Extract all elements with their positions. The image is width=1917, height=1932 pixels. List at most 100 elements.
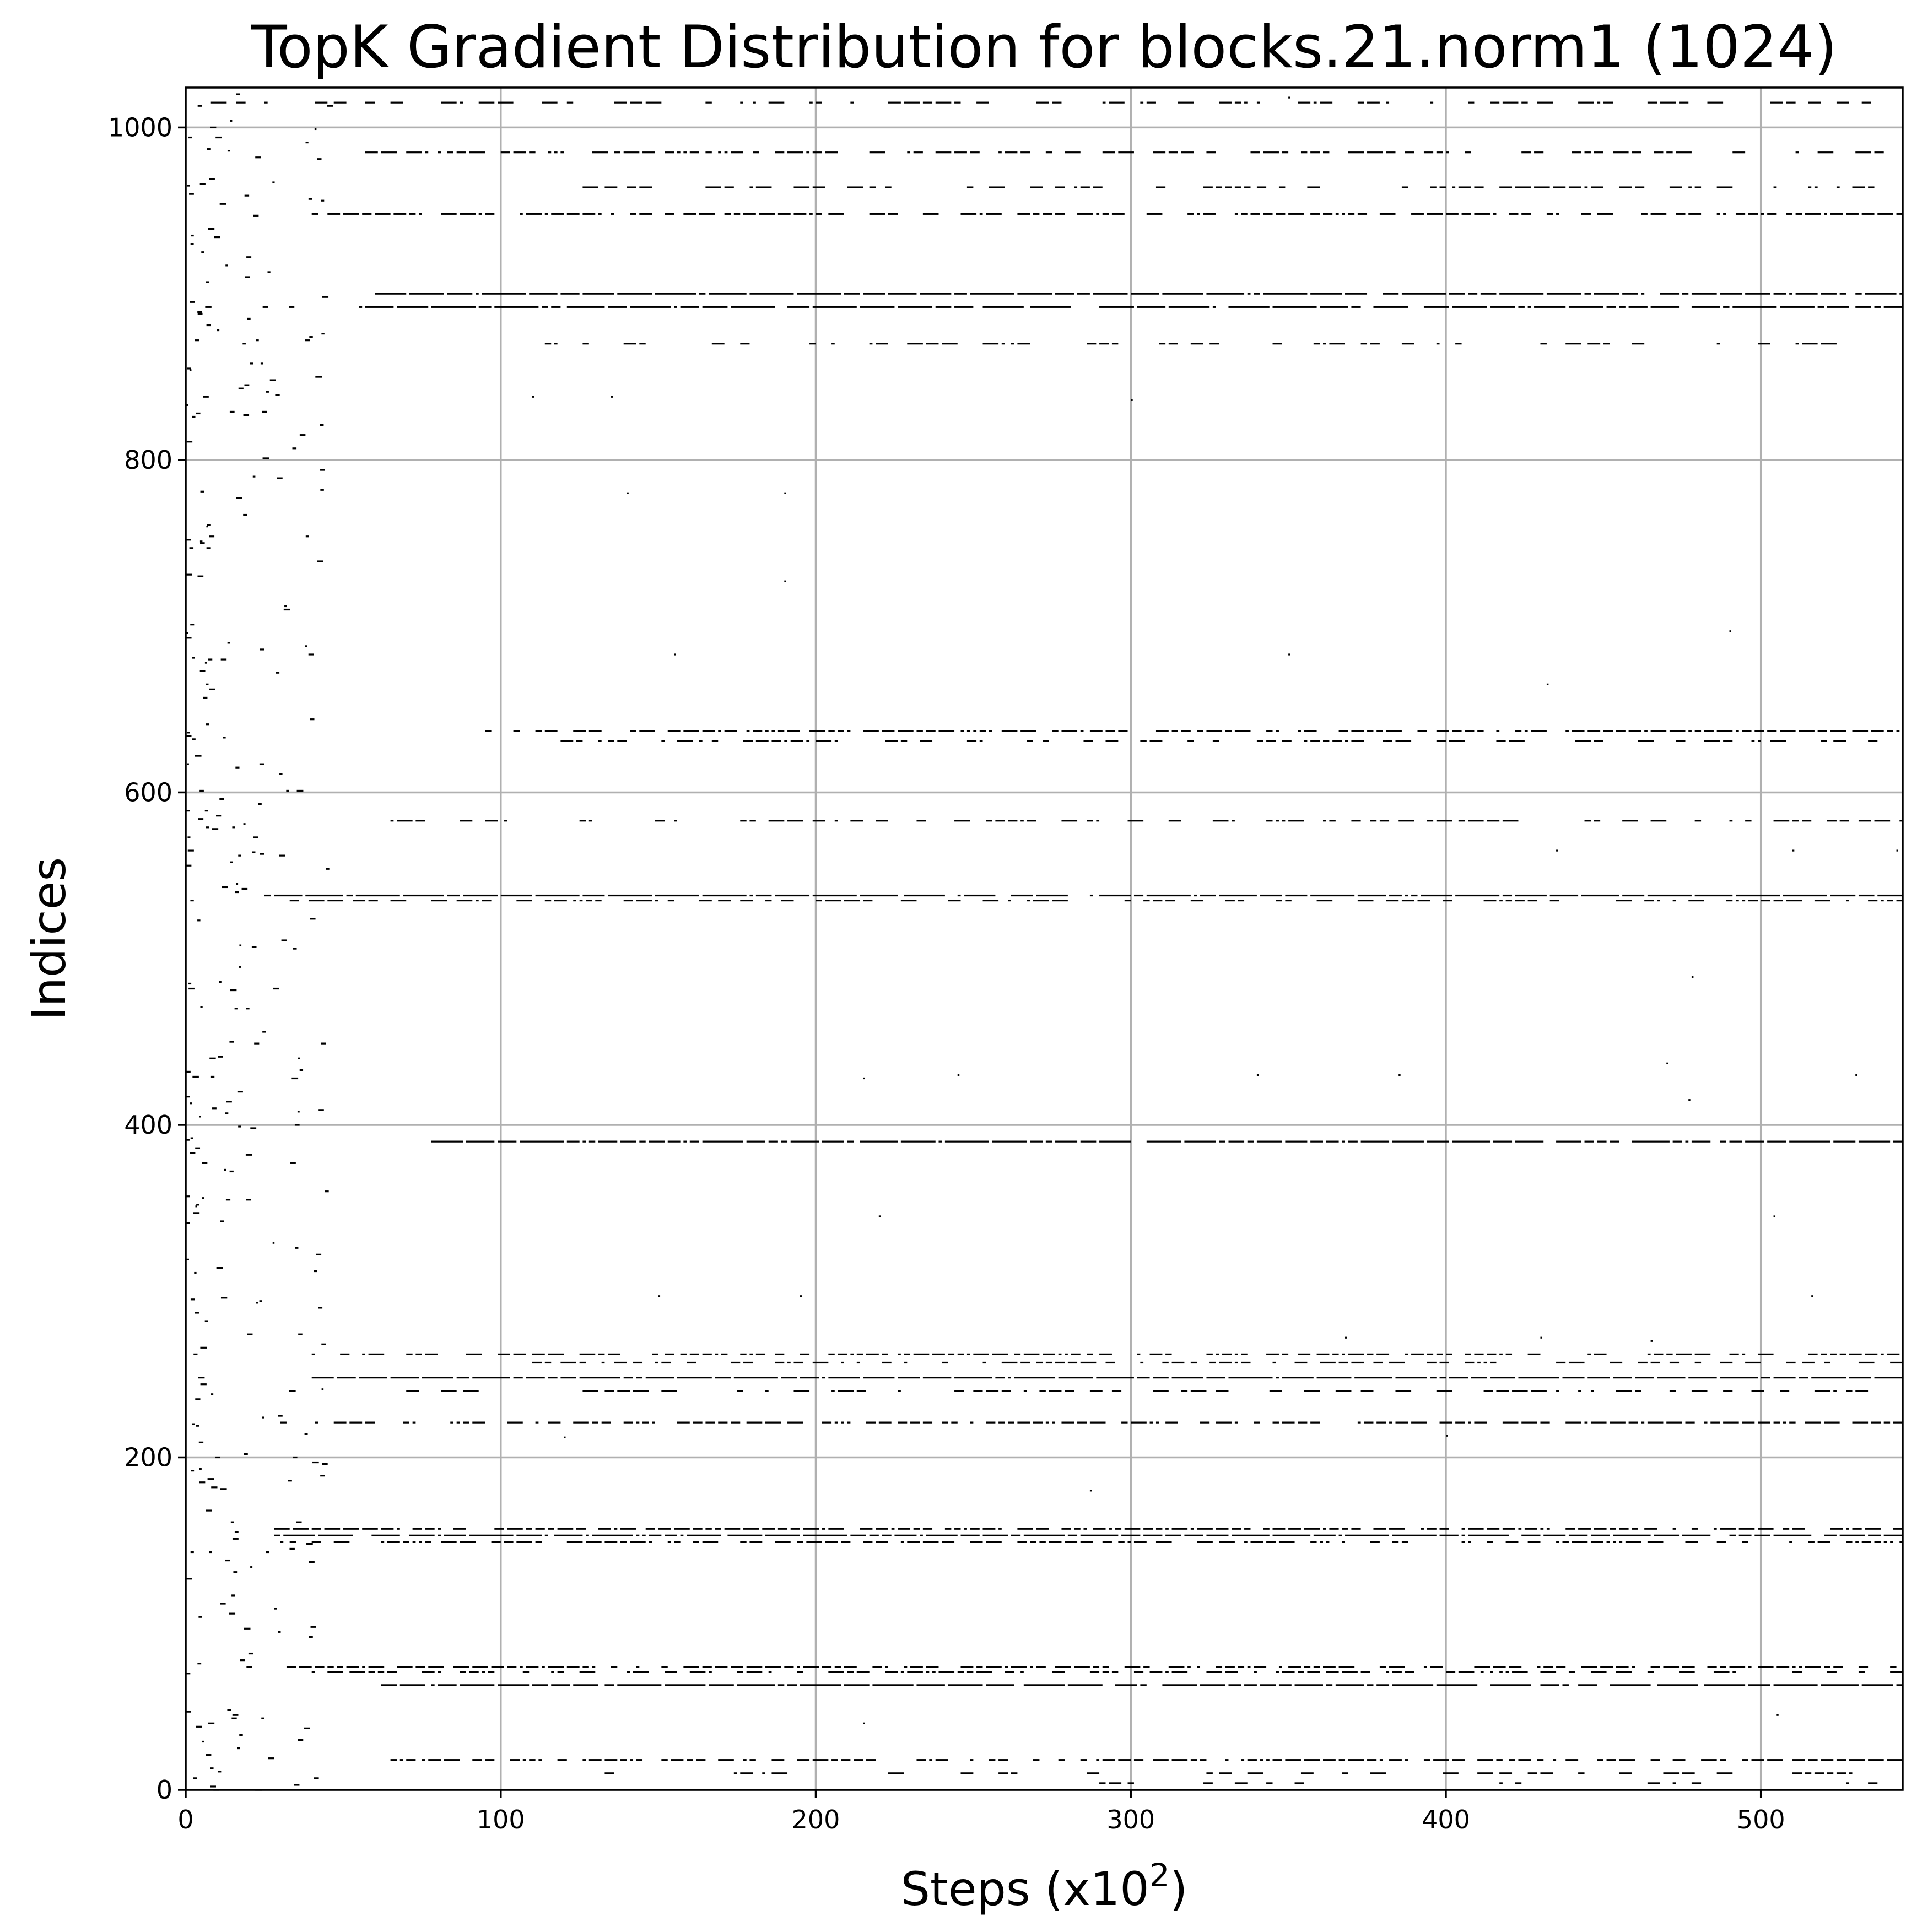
topk-mark bbox=[1467, 1541, 1471, 1543]
topk-mark bbox=[822, 1528, 825, 1530]
topk-mark bbox=[1430, 101, 1434, 104]
topk-mark bbox=[1483, 1361, 1487, 1364]
topk-mark bbox=[1792, 849, 1795, 852]
topk-mark bbox=[920, 293, 952, 295]
topk-mark bbox=[1509, 740, 1525, 742]
topk-mark bbox=[1556, 213, 1559, 215]
topk-mark bbox=[1401, 343, 1414, 345]
topk-mark bbox=[1023, 1390, 1027, 1392]
topk-mark bbox=[1757, 740, 1761, 742]
topk-mark bbox=[592, 1534, 633, 1536]
topk-mark bbox=[325, 1190, 329, 1193]
topk-mark bbox=[979, 740, 983, 742]
topk-mark bbox=[604, 1759, 618, 1761]
topk-mark bbox=[724, 213, 731, 215]
topk-mark bbox=[476, 293, 479, 295]
topk-mark bbox=[192, 1075, 199, 1078]
topk-mark bbox=[1405, 1671, 1414, 1673]
topk-mark bbox=[1342, 1353, 1346, 1355]
topk-mark bbox=[1395, 740, 1412, 742]
topk-mark bbox=[1124, 1666, 1141, 1668]
topk-mark bbox=[498, 1140, 517, 1143]
topk-mark bbox=[838, 1390, 854, 1392]
topk-mark bbox=[1351, 306, 1361, 308]
topk-mark bbox=[1587, 1377, 1610, 1379]
topk-mark bbox=[677, 1377, 712, 1379]
topk-mark bbox=[702, 306, 728, 308]
topk-mark bbox=[548, 1353, 564, 1355]
topk-mark bbox=[639, 1140, 646, 1143]
topk-mark bbox=[576, 1528, 586, 1530]
topk-mark bbox=[1647, 1782, 1660, 1784]
topk-mark bbox=[970, 1541, 983, 1543]
topk-mark bbox=[1228, 1377, 1273, 1379]
topk-mark bbox=[322, 1463, 328, 1465]
topk-mark bbox=[1635, 1377, 1654, 1379]
topk-mark bbox=[186, 404, 188, 406]
topk-mark bbox=[1430, 1666, 1443, 1668]
topk-mark bbox=[784, 740, 788, 742]
topk-mark bbox=[604, 1390, 614, 1392]
topk-mark bbox=[1077, 1421, 1087, 1424]
topk-mark bbox=[390, 820, 394, 822]
topk-mark bbox=[762, 1528, 775, 1530]
topk-mark bbox=[365, 306, 394, 308]
topk-mark bbox=[598, 1353, 605, 1355]
topk-mark bbox=[1020, 1671, 1024, 1673]
topk-mark bbox=[246, 1199, 251, 1201]
topk-mark bbox=[709, 1671, 712, 1673]
topk-mark bbox=[592, 1421, 598, 1424]
topk-mark bbox=[564, 1436, 566, 1438]
topk-mark bbox=[1083, 1528, 1087, 1530]
topk-mark bbox=[1518, 1377, 1559, 1379]
topk-mark bbox=[298, 1739, 304, 1741]
topk-mark bbox=[1058, 1353, 1062, 1355]
topk-mark bbox=[1732, 1671, 1736, 1673]
topk-mark bbox=[210, 126, 217, 129]
topk-mark bbox=[234, 1008, 238, 1010]
topk-mark bbox=[1638, 740, 1654, 742]
topk-mark bbox=[1332, 1353, 1339, 1355]
topk-mark bbox=[639, 186, 652, 188]
topk-mark bbox=[1720, 1759, 1726, 1761]
topk-mark bbox=[447, 151, 453, 154]
topk-mark bbox=[1348, 213, 1355, 215]
topk-mark bbox=[1014, 1377, 1056, 1379]
topk-mark bbox=[1660, 293, 1680, 295]
topk-mark bbox=[1814, 186, 1818, 188]
topk-mark bbox=[1162, 293, 1203, 295]
topk-mark bbox=[737, 1684, 775, 1686]
topk-mark bbox=[1181, 1390, 1188, 1392]
topk-mark bbox=[1502, 1421, 1519, 1424]
topk-mark bbox=[500, 151, 510, 154]
topk-mark bbox=[1590, 1390, 1594, 1392]
topk-mark bbox=[998, 151, 1002, 154]
topk-mark bbox=[1111, 1390, 1122, 1392]
topk-mark bbox=[573, 1684, 598, 1686]
topk-mark bbox=[186, 185, 190, 187]
topk-mark bbox=[1720, 1377, 1758, 1379]
topk-mark bbox=[1858, 1666, 1869, 1668]
topk-mark bbox=[1260, 1684, 1276, 1686]
topk-mark bbox=[652, 1421, 655, 1424]
topk-mark bbox=[1102, 1671, 1109, 1673]
topk-mark bbox=[1474, 1421, 1487, 1424]
topk-mark bbox=[1212, 740, 1219, 742]
topk-mark bbox=[548, 1377, 558, 1379]
topk-mark bbox=[1603, 730, 1613, 732]
topk-mark bbox=[1244, 101, 1248, 104]
topk-mark bbox=[308, 899, 325, 902]
topk-mark bbox=[1124, 899, 1131, 902]
topk-mark bbox=[576, 740, 583, 742]
topk-mark bbox=[888, 1772, 904, 1774]
topk-mark bbox=[1452, 1759, 1465, 1761]
topk-mark bbox=[566, 1541, 583, 1543]
topk-mark bbox=[1723, 1390, 1733, 1392]
topk-mark bbox=[1846, 213, 1859, 215]
topk-mark bbox=[1792, 1759, 1805, 1761]
topk-mark bbox=[1628, 1421, 1638, 1424]
topk-mark bbox=[1723, 306, 1730, 308]
topk-mark bbox=[1587, 343, 1601, 345]
topk-mark bbox=[608, 1353, 621, 1355]
topk-mark bbox=[1168, 1666, 1185, 1668]
